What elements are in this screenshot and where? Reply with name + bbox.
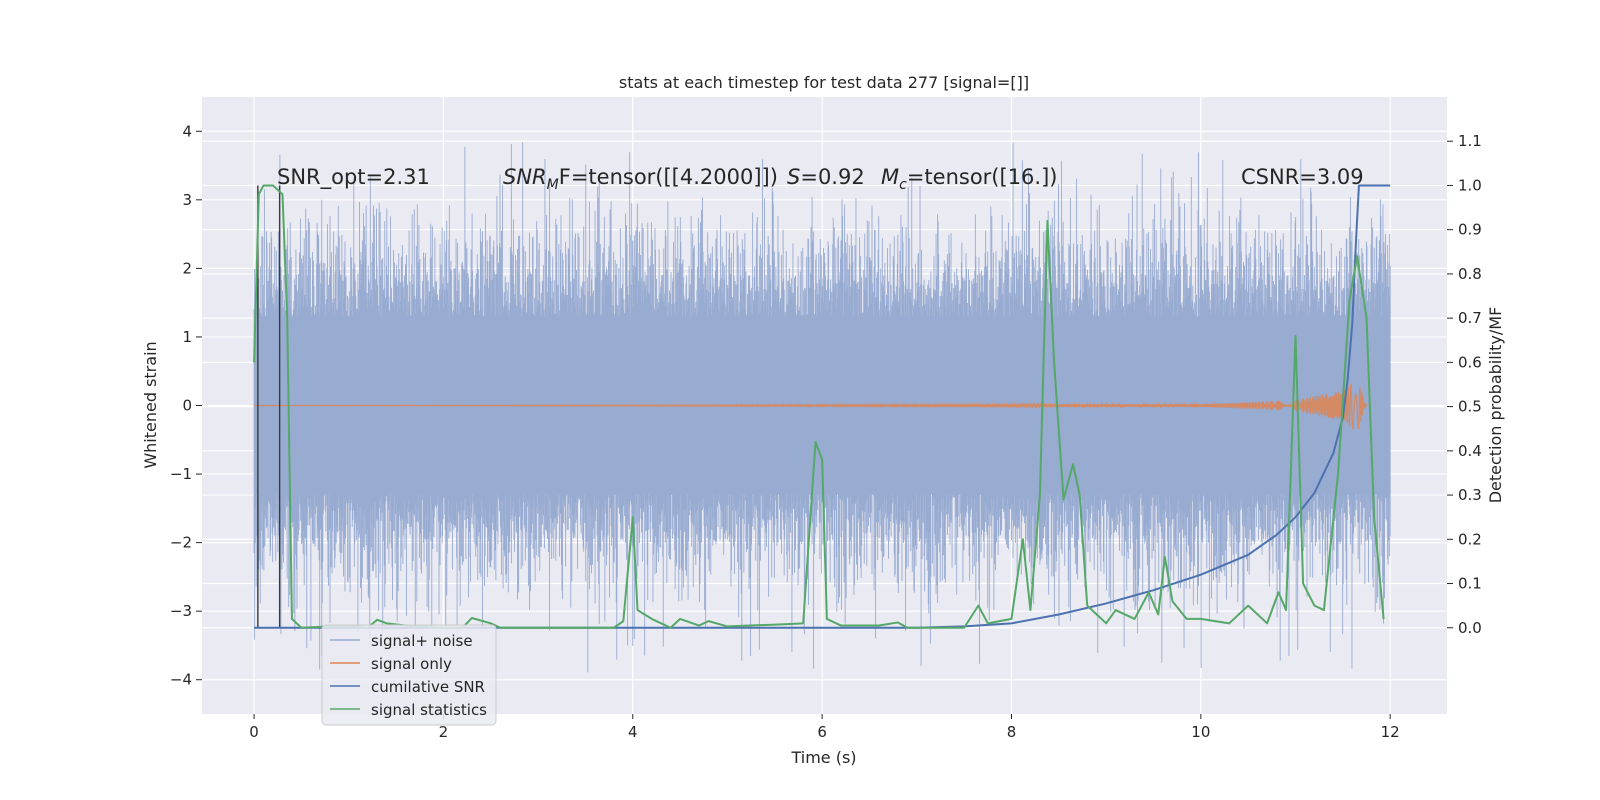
annotation-snr-opt: SNR_opt=2.31	[277, 165, 430, 190]
annotation-s: S=0.92	[787, 165, 865, 189]
y-ticks: −4 −3 −2 −1 0 1 2 3 4	[170, 122, 202, 689]
annotation-snr-mf: SNRMF=tensor([[4.2000]])	[503, 165, 778, 193]
annotation-mc-symbol: M	[881, 165, 899, 189]
y2-tick-label-7: 0.7	[1458, 309, 1482, 327]
y2-tick-label-11: 1.1	[1458, 132, 1482, 150]
y2-tick-label-6: 0.6	[1458, 353, 1482, 371]
y2-tick-label-8: 0.8	[1458, 265, 1482, 283]
signal-series	[254, 383, 1368, 430]
annotation-mc: Mc=tensor([16.])	[881, 165, 1057, 193]
signal-statistics-line	[253, 184, 1385, 629]
annotation-snr-mf-symbol: SNR	[503, 165, 547, 189]
y-tick-label-3: −1	[170, 465, 192, 483]
annotation-mc-value: =tensor([16.])	[907, 165, 1058, 189]
y2-tick-label-10: 1.0	[1458, 176, 1482, 194]
y2-tick-label-2: 0.2	[1458, 530, 1482, 548]
x-tick-label-6: 12	[1381, 723, 1400, 741]
y-tick-label-6: 2	[182, 259, 192, 277]
signal-statistics-series	[253, 184, 1385, 629]
x-tick-label-1: 2	[439, 723, 449, 741]
y-tick-label-1: −3	[170, 602, 192, 620]
chart-title: stats at each timestep for test data 277…	[619, 73, 1029, 92]
annotation-s-value: =0.92	[800, 165, 864, 189]
y-axis-label: Whitened strain	[141, 341, 160, 468]
y2-tick-label-3: 0.3	[1458, 486, 1482, 504]
y-tick-label-0: −4	[170, 671, 192, 689]
y2-tick-label-1: 0.1	[1458, 575, 1482, 593]
y2-tick-label-4: 0.4	[1458, 442, 1482, 460]
y-tick-label-4: 0	[182, 397, 192, 415]
y-tick-label-7: 3	[182, 191, 192, 209]
annotation-snr-mf-subscript: M	[547, 177, 559, 193]
legend-label-stats: signal statistics	[371, 701, 487, 719]
x-ticks: 0 2 4 6 8 10 12	[249, 714, 1400, 741]
x-axis-label: Time (s)	[790, 748, 856, 767]
cumulative-snr-line	[254, 184, 1391, 629]
legend-label-cum-snr: cumilative SNR	[371, 678, 485, 696]
annotation-mc-subscript: c	[899, 177, 907, 193]
y2-tick-label-0: 0.0	[1458, 619, 1482, 637]
x-tick-label-5: 10	[1191, 723, 1210, 741]
y-tick-label-8: 4	[182, 122, 192, 140]
x-tick-label-0: 0	[249, 723, 259, 741]
annotation-csnr: CSNR=3.09	[1241, 165, 1364, 189]
y-tick-label-2: −2	[170, 534, 192, 552]
legend-label-noise: signal+ noise	[371, 632, 473, 650]
x-tick-label-4: 8	[1007, 723, 1017, 741]
annotation-snr-mf-value: F=tensor([[4.2000]])	[559, 165, 778, 189]
y-tick-label-5: 1	[182, 328, 192, 346]
noise-trace	[253, 142, 1391, 673]
legend: signal+ noise signal only cumilative SNR…	[321, 624, 497, 726]
annotation-s-symbol: S	[787, 165, 800, 189]
x-tick-label-2: 4	[628, 723, 638, 741]
y2-tick-label-5: 0.5	[1458, 398, 1482, 416]
y2-axis-label: Detection probability/MF	[1486, 307, 1505, 504]
signal-trace	[254, 383, 1368, 430]
legend-box	[321, 624, 497, 726]
legend-label-signal: signal only	[371, 655, 452, 673]
y2-tick-label-9: 0.9	[1458, 221, 1482, 239]
y2-ticks: 0.0 0.1 0.2 0.3 0.4 0.5 0.6 0.7 0.8 0.9 1.0 1.1	[1447, 132, 1482, 637]
x-tick-label-3: 6	[817, 723, 827, 741]
cumulative-snr-series	[254, 184, 1391, 629]
